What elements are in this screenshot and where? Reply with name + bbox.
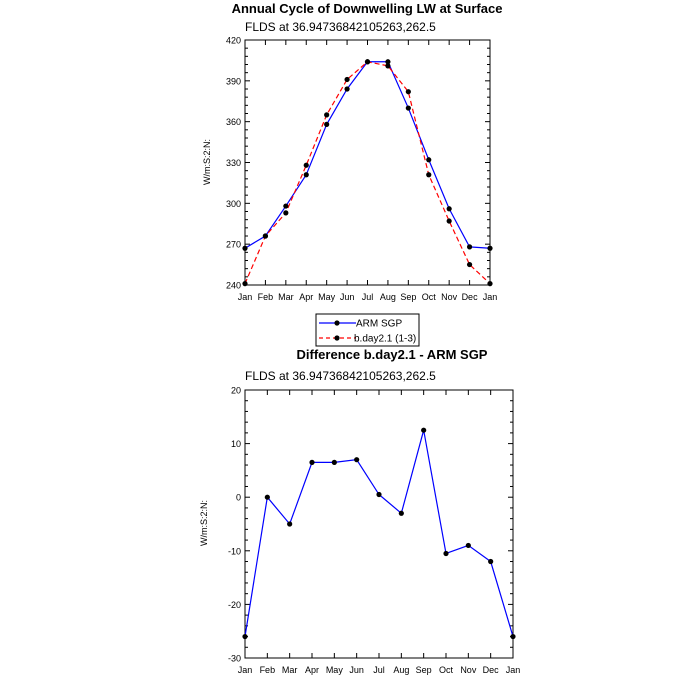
top-chart-series-1-point [324, 112, 330, 118]
bottom-chart-xtick-label: Jul [373, 665, 385, 675]
top-chart-ytick-label: 360 [226, 117, 241, 127]
bottom-chart-series-0-point [264, 494, 270, 500]
top-chart-xtick-label: Oct [422, 292, 437, 302]
bottom-chart-series-0-line [244, 430, 514, 637]
bottom-chart-series-0-point [287, 521, 293, 527]
bottom-chart-xtick-label: Jun [349, 665, 364, 675]
top-chart-series-0-point [324, 121, 330, 127]
top-chart-xtick-label: Jan [238, 292, 253, 302]
top-chart-xtick-label: Jan [483, 292, 498, 302]
top-chart-ytick-label: 270 [226, 240, 241, 250]
top-chart-series-1-point [466, 261, 473, 268]
top-chart-series-1-point [242, 281, 248, 287]
legend: ARM SGP b.day2.1 (1-3) [315, 313, 420, 347]
legend-marker-arm-sgp [334, 320, 340, 326]
bottom-chart-frame [244, 389, 514, 659]
top-chart-series-0-line [244, 61, 491, 249]
bottom-chart-series-0-point [354, 457, 360, 463]
top-chart-xtick-label: Aug [380, 292, 396, 302]
bottom-chart-series-0-point [331, 459, 337, 465]
bottom-chart-xtick-label: Nov [460, 665, 477, 675]
bottom-chart-ytick-label: -30 [228, 654, 241, 664]
top-chart-subtitle: FLDS at 36.94736842105263,262.5 [245, 20, 436, 34]
top-chart-frame [244, 39, 491, 286]
bottom-chart-xtick-label: Oct [439, 665, 454, 675]
bottom-chart-ylabel: W/m:S:2:N: [199, 500, 209, 546]
top-chart-xtick-label: Nov [441, 292, 458, 302]
bottom-chart-ytick-label: 10 [231, 439, 241, 449]
bottom-chart-xtick-label: May [326, 665, 344, 675]
top-chart-ytick-label: 330 [226, 158, 241, 168]
legend-label-arm-sgp: ARM SGP [356, 319, 402, 330]
top-chart-ytick-label: 300 [226, 199, 241, 209]
top-chart-xtick-label: Dec [462, 292, 479, 302]
bottom-chart-series-0-point [376, 491, 382, 498]
bottom-chart-series-0-point [443, 550, 449, 557]
bottom-chart-plot: -30 -20 -10 0 10 20 Jan Feb Mar Apr May Jun Jul Aug Se… [228, 386, 520, 676]
bottom-chart-series-0-point [510, 633, 516, 640]
bottom-chart-series-0-point [398, 510, 404, 516]
top-chart-title: Annual Cycle of Downwelling LW at Surfac… [232, 1, 503, 16]
top-chart-series-0-point [303, 172, 309, 178]
bottom-chart-ytick-label: 0 [236, 493, 241, 503]
bottom-chart-xtick-label: Jan [238, 665, 253, 675]
bottom-chart-series-0-point [465, 542, 471, 549]
top-chart-plot: 240 270 300 330 360 390 420 Jan Feb Mar Apr May Jun J… [226, 36, 497, 303]
top-chart-series-1-point [303, 162, 309, 168]
top-chart-series-0-point [344, 86, 350, 92]
bottom-chart-title: Difference b.day2.1 - ARM SGP [297, 347, 488, 362]
top-chart-xtick-label: Jun [340, 292, 355, 302]
top-chart-xtick-label: Feb [258, 292, 274, 302]
top-chart-xtick-label: Sep [400, 292, 416, 302]
top-chart-series-1-point [446, 218, 452, 224]
bottom-chart-xtick-label: Apr [305, 665, 319, 675]
bottom-chart-ytick-label: -20 [228, 600, 241, 610]
top-chart-xtick-label: May [318, 292, 336, 302]
top-chart-series-1-point [262, 233, 269, 239]
bottom-chart-xtick-label: Aug [393, 665, 409, 675]
bottom-chart-subtitle: FLDS at 36.94736842105263,262.5 [245, 369, 436, 383]
bottom-chart-series-0-point [421, 427, 427, 433]
bottom-chart-xtick-label: Jan [506, 665, 521, 675]
bottom-chart-xtick-label: Feb [260, 665, 276, 675]
top-chart-series-1-point [385, 63, 391, 69]
top-chart-xtick-label: Mar [278, 292, 294, 302]
top-chart-series-1-point [364, 59, 371, 65]
top-chart-ytick-label: 240 [226, 281, 241, 291]
legend-label-bday: b.day2.1 (1-3) [354, 334, 416, 345]
top-chart-series-1-line [244, 61, 491, 285]
top-chart-ytick-label: 420 [226, 36, 241, 46]
top-chart-series-1-point [283, 210, 289, 216]
bottom-chart-ytick-label: -10 [228, 546, 241, 556]
bottom-chart-series-0-point [488, 558, 494, 565]
top-chart-ylabel: W/m:S:2:N: [202, 139, 212, 185]
bottom-chart-series-0-point [242, 633, 248, 640]
top-chart-series-0-point [242, 245, 248, 251]
bottom-chart-ytick-label: 20 [231, 386, 241, 396]
top-chart-series-1-point [344, 76, 350, 83]
legend-marker-bday [334, 335, 340, 341]
top-chart-ytick-label: 390 [226, 76, 241, 86]
top-chart-series-0-point [487, 245, 493, 251]
bottom-chart-xtick-label: Dec [483, 665, 500, 675]
top-chart-series-0-point [405, 105, 411, 111]
top-chart-xtick-label: Jul [362, 292, 374, 302]
legend-box [315, 313, 420, 347]
bottom-chart-xtick-label: Mar [282, 665, 298, 675]
bottom-chart-xtick-label: Sep [416, 665, 432, 675]
top-chart-series-0-point [283, 203, 289, 209]
top-chart-series-1-point [426, 172, 432, 178]
top-chart-series-1-point [487, 281, 493, 287]
top-chart-series-1-point [405, 89, 411, 95]
top-chart-xtick-label: Apr [299, 292, 313, 302]
top-chart-series-0-point [466, 244, 473, 250]
top-chart-series-0-point [385, 59, 391, 65]
bottom-chart-series-0-point [309, 459, 315, 465]
top-chart-series-0-point [426, 157, 432, 163]
top-chart-series-0-point [446, 206, 452, 212]
